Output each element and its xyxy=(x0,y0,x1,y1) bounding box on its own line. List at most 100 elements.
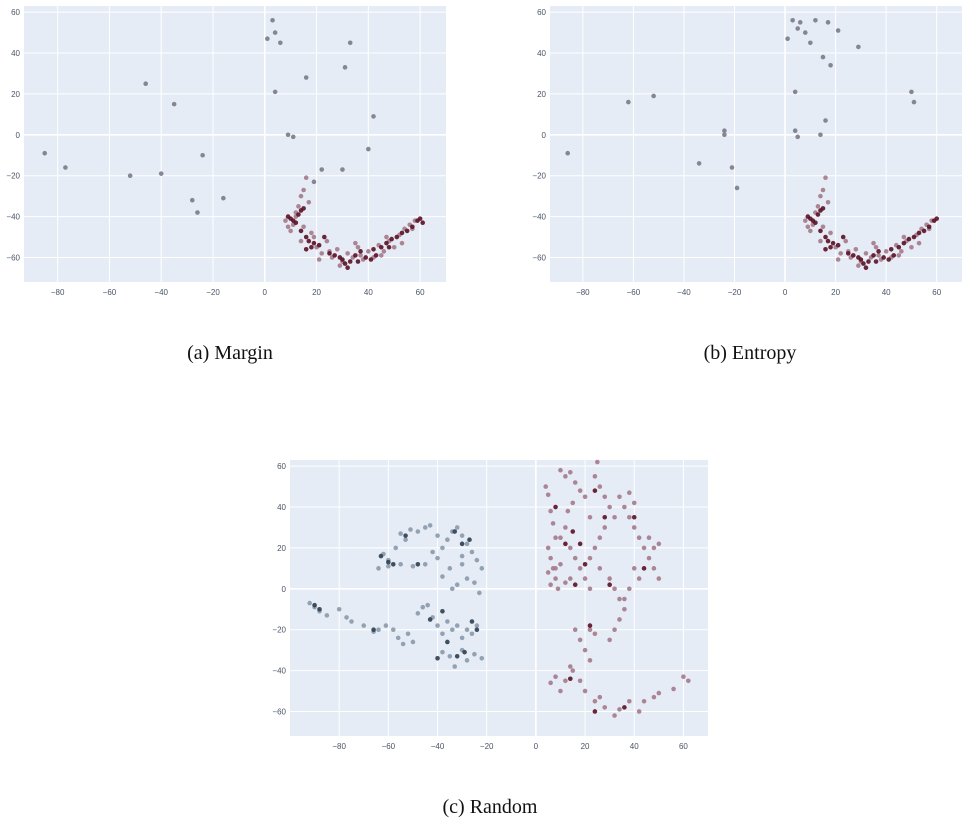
scatter-point xyxy=(317,606,322,612)
scatter-point xyxy=(272,89,278,95)
scatter-point xyxy=(570,500,576,506)
scatter-point xyxy=(563,474,568,479)
scatter-point xyxy=(301,187,306,193)
scatter-point xyxy=(722,132,727,138)
scatter-point xyxy=(398,531,403,536)
x-tick-label: −60 xyxy=(382,742,396,751)
scatter-point xyxy=(555,586,561,592)
scatter-point xyxy=(592,474,598,479)
scatter-point xyxy=(722,128,727,134)
y-tick-label: −40 xyxy=(272,667,286,676)
x-tick-label: 20 xyxy=(581,742,590,751)
x-tick-label: 20 xyxy=(831,288,840,297)
scatter-point xyxy=(577,637,583,643)
scatter-point xyxy=(298,238,304,244)
scatter-point xyxy=(808,40,813,46)
scatter-point xyxy=(828,244,833,250)
scatter-point xyxy=(911,99,917,105)
scatter-point xyxy=(792,89,798,95)
scatter-point xyxy=(278,40,283,46)
scatter-point xyxy=(651,694,657,700)
scatter-point xyxy=(373,253,379,258)
scatter-point xyxy=(602,514,608,520)
scatter-chart-random: −80 −60 −40 −20 0 20 40 60 −60 −40 −20 0 20 40 60 xyxy=(272,459,708,751)
scatter-point xyxy=(622,596,627,602)
scatter-point xyxy=(627,698,632,704)
scatter-point xyxy=(602,525,608,530)
scatter-point xyxy=(349,619,354,624)
scatter-point xyxy=(319,167,325,172)
scatter-point xyxy=(820,54,826,60)
scatter-point xyxy=(459,541,465,547)
scatter-point xyxy=(307,600,312,606)
y-tick-label: 0 xyxy=(542,131,547,140)
x-tick-label: −40 xyxy=(677,288,691,297)
scatter-point xyxy=(464,541,470,547)
scatter-point xyxy=(845,251,851,256)
scatter-point xyxy=(696,161,702,166)
scatter-point xyxy=(378,553,384,559)
scatter-point xyxy=(404,228,410,234)
scatter-point xyxy=(612,514,617,520)
scatter-point xyxy=(464,627,470,632)
scatter-point xyxy=(866,259,871,264)
scatter-point xyxy=(322,234,327,240)
scatter-point xyxy=(856,263,861,268)
scatter-point xyxy=(858,257,864,262)
scatter-point xyxy=(312,602,317,608)
x-tick-label: 60 xyxy=(932,288,941,297)
scatter-point xyxy=(454,525,460,530)
scatter-point xyxy=(301,206,306,211)
scatter-point xyxy=(553,576,558,581)
scatter-point xyxy=(641,566,647,571)
scatter-point xyxy=(200,152,205,158)
scatter-point xyxy=(622,606,627,612)
scatter-point xyxy=(792,128,798,134)
scatter-point xyxy=(296,204,301,209)
scatter-point xyxy=(143,81,148,86)
scatter-point xyxy=(896,253,902,258)
scatter-point xyxy=(785,36,790,42)
scatter-point xyxy=(394,234,400,240)
scatter-point xyxy=(646,555,652,561)
scatter-point xyxy=(828,230,833,236)
scatter-point xyxy=(449,586,455,592)
scatter-point xyxy=(558,467,563,473)
scatter-point xyxy=(340,167,345,172)
scatter-point xyxy=(171,101,177,107)
scatter-point xyxy=(127,173,133,178)
y-tick-label: 60 xyxy=(537,8,546,17)
scatter-point xyxy=(843,238,849,244)
scatter-point xyxy=(916,230,922,236)
scatter-point xyxy=(301,224,306,230)
scatter-point xyxy=(899,249,904,254)
scatter-point xyxy=(582,494,588,500)
scatter-point xyxy=(795,26,801,31)
scatter-point xyxy=(607,582,612,588)
scatter-point xyxy=(403,533,408,538)
scatter-point xyxy=(626,99,631,105)
scatter-point xyxy=(558,561,563,567)
scatter-point xyxy=(568,676,573,682)
x-tick-label: 0 xyxy=(534,742,539,751)
scatter-point xyxy=(290,134,296,140)
scatter-point xyxy=(651,93,656,99)
scatter-point xyxy=(631,500,637,506)
scatter-point xyxy=(285,132,291,138)
scatter-point xyxy=(415,561,421,567)
chart-panel-margin: −80 −60 −40 −20 0 20 40 60 −60 −40 −20 0 20 40 60 xyxy=(2,2,452,297)
scatter-point xyxy=(376,566,381,571)
scatter-point xyxy=(311,179,317,185)
scatter-point xyxy=(303,75,309,80)
scatter-point xyxy=(553,674,558,680)
scatter-point xyxy=(838,251,843,256)
scatter-point xyxy=(384,240,389,246)
scatter-point xyxy=(405,631,411,637)
scatter-point xyxy=(303,234,309,240)
scatter-point xyxy=(391,244,397,250)
scatter-point xyxy=(454,623,460,628)
scatter-point xyxy=(797,20,803,25)
scatter-point xyxy=(558,688,563,694)
scatter-point xyxy=(332,253,337,258)
scatter-point xyxy=(474,557,480,563)
